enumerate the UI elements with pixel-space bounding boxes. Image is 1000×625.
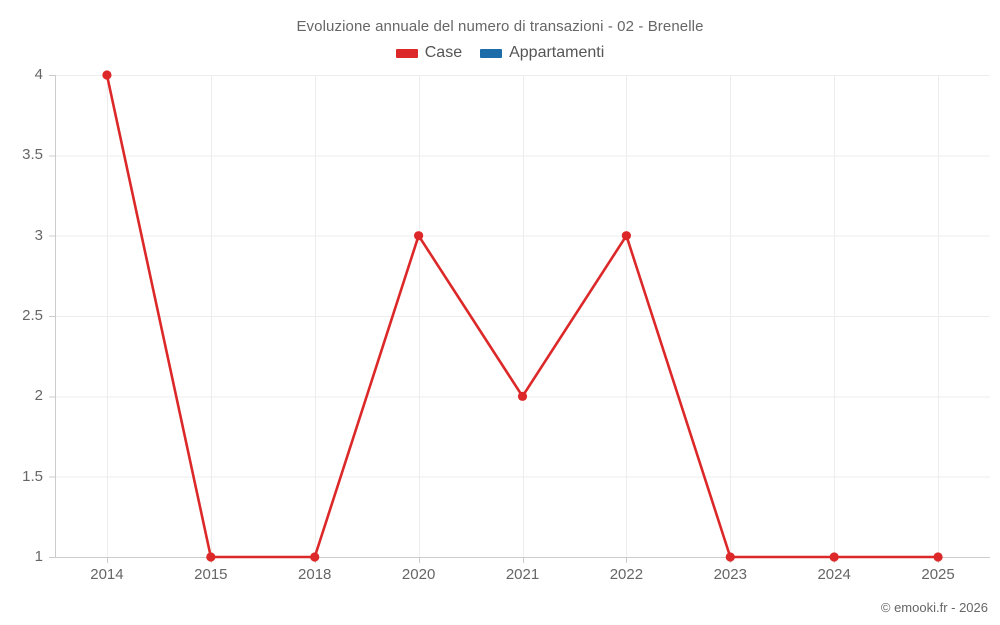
data-point-case xyxy=(621,231,631,241)
x-axis-tick-label: 2014 xyxy=(90,566,124,583)
y-axis-tick-label: 3 xyxy=(34,226,43,244)
legend-label-case: Case xyxy=(424,44,463,61)
x-axis-tick-label: 2015 xyxy=(194,566,228,583)
y-axis-tick-label: 3.5 xyxy=(22,146,43,164)
legend-label-appartamenti: Appartamenti xyxy=(509,44,605,61)
y-axis-tick-label: 1.5 xyxy=(22,467,43,485)
data-point-case xyxy=(414,231,424,241)
x-axis-tick-label: 2018 xyxy=(298,566,332,583)
legend-item-appartamenti[interactable]: Appartamenti xyxy=(480,45,604,61)
legend-swatch-case xyxy=(395,48,418,58)
data-point-case xyxy=(517,391,528,401)
chart-legend: Case Appartamenti xyxy=(0,45,1000,61)
data-point-case xyxy=(829,552,839,562)
y-axis-tick-label: 1 xyxy=(34,548,43,565)
page-title: Evoluzione annuale del numero di transaz… xyxy=(296,18,704,35)
x-axis-tick-label: 2023 xyxy=(713,566,747,583)
data-point-case xyxy=(933,552,943,562)
y-axis-tick-label: 2.5 xyxy=(22,307,43,324)
y-axis-tick-label: 4 xyxy=(34,66,43,83)
legend-swatch-appartamenti xyxy=(480,48,503,58)
x-axis-tick-label: 2020 xyxy=(401,566,436,583)
x-axis-tick-label: 2021 xyxy=(505,566,540,583)
y-axis-tick-label: 2 xyxy=(34,387,43,405)
data-point-case xyxy=(206,552,216,562)
data-point-case xyxy=(310,552,320,562)
data-point-case xyxy=(102,70,112,80)
footer-credit: © emooki.fr - 2026 xyxy=(880,600,988,615)
x-axis-tick-label: 2025 xyxy=(921,566,955,583)
x-axis-tick-label: 2024 xyxy=(817,566,851,583)
legend-item-case[interactable]: Case xyxy=(395,44,463,61)
data-point-case xyxy=(725,552,735,562)
x-axis-tick-label: 2022 xyxy=(609,566,644,583)
